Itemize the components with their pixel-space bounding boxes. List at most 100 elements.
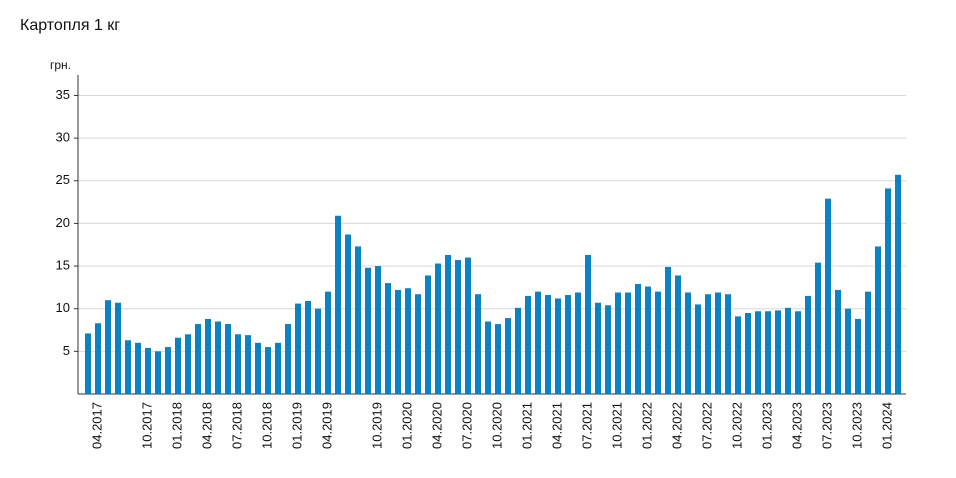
bar — [355, 246, 361, 394]
bar — [715, 292, 721, 394]
bar — [795, 311, 801, 394]
bar — [315, 308, 321, 394]
x-tick-label: 10.2023 — [849, 402, 864, 449]
bar — [615, 292, 621, 394]
x-tick-label: 04.2019 — [319, 402, 334, 449]
y-tick-label: 20 — [56, 215, 70, 230]
bar — [195, 324, 201, 394]
bar — [225, 324, 231, 394]
bar — [865, 291, 871, 394]
bar — [665, 266, 671, 394]
bar — [695, 304, 701, 394]
bar — [85, 333, 91, 394]
bar — [605, 305, 611, 394]
bar — [565, 295, 571, 394]
bar — [855, 318, 861, 394]
x-tick-label: 10.2021 — [609, 402, 624, 449]
y-tick-label: 25 — [56, 172, 70, 187]
bar — [845, 308, 851, 394]
bar — [165, 347, 171, 394]
x-tick-label: 01.2024 — [879, 402, 894, 449]
bar — [625, 292, 631, 394]
bar — [785, 307, 791, 394]
bar — [835, 289, 841, 394]
bar — [175, 337, 181, 394]
bar — [635, 283, 641, 394]
bar — [435, 263, 441, 394]
bar — [415, 294, 421, 394]
y-axis-label: грн. — [50, 58, 71, 72]
bar — [375, 266, 381, 394]
y-tick-label: 30 — [56, 130, 70, 145]
x-tick-label: 01.2021 — [519, 402, 534, 449]
bar — [815, 262, 821, 394]
bar — [205, 318, 211, 394]
bar — [215, 321, 221, 394]
bar — [445, 254, 451, 394]
bar — [555, 298, 561, 394]
bar — [155, 351, 161, 394]
bar — [395, 289, 401, 394]
bar — [895, 174, 901, 394]
bar — [255, 342, 261, 394]
y-tick-label: 5 — [63, 343, 70, 358]
x-tick-label: 04.2022 — [669, 402, 684, 449]
x-tick-label: 01.2023 — [759, 402, 774, 449]
bar — [265, 347, 271, 394]
bar — [775, 310, 781, 394]
bar — [305, 301, 311, 394]
y-tick-label: 10 — [56, 300, 70, 315]
bar — [105, 300, 111, 394]
x-tick-label: 10.2019 — [369, 402, 384, 449]
x-tick-label: 07.2021 — [579, 402, 594, 449]
bar — [745, 312, 751, 394]
bar — [125, 340, 131, 394]
bar — [475, 294, 481, 394]
bar — [755, 311, 761, 394]
bar — [725, 294, 731, 394]
x-tick-label: 07.2020 — [459, 402, 474, 449]
bar — [495, 324, 501, 394]
bar — [685, 292, 691, 394]
bar — [515, 307, 521, 394]
bar — [655, 291, 661, 394]
bar — [185, 334, 191, 394]
bar — [875, 246, 881, 394]
bar — [595, 302, 601, 394]
x-tick-label: 04.2023 — [789, 402, 804, 449]
x-tick-label: 07.2022 — [699, 402, 714, 449]
bar — [425, 275, 431, 394]
x-tick-label: 07.2018 — [229, 402, 244, 449]
x-tick-label: 01.2018 — [169, 402, 184, 449]
bar — [645, 286, 651, 394]
x-tick-label: 07.2023 — [819, 402, 834, 449]
x-tick-label: 04.2018 — [199, 402, 214, 449]
x-tick-label: 04.2017 — [89, 402, 104, 449]
bar — [235, 334, 241, 394]
bar — [705, 294, 711, 394]
x-tick-label: 01.2022 — [639, 402, 654, 449]
bar — [405, 288, 411, 394]
bar — [95, 323, 101, 394]
bar — [525, 295, 531, 394]
bar — [765, 311, 771, 394]
x-tick-label: 01.2020 — [399, 402, 414, 449]
bar — [575, 292, 581, 394]
bar — [295, 303, 301, 394]
bar — [675, 275, 681, 394]
x-tick-label: 04.2020 — [429, 402, 444, 449]
y-tick-label: 35 — [56, 87, 70, 102]
bar — [145, 347, 151, 394]
chart-title: Картопля 1 кг — [20, 17, 120, 34]
bar — [545, 295, 551, 394]
x-tick-label: 10.2022 — [729, 402, 744, 449]
bar — [365, 267, 371, 394]
x-tick-label: 10.2020 — [489, 402, 504, 449]
x-tick-label: 10.2017 — [139, 402, 154, 449]
x-tick-label: 10.2018 — [259, 402, 274, 449]
bar — [505, 318, 511, 394]
bar — [345, 234, 351, 394]
bar — [385, 283, 391, 394]
bar — [535, 291, 541, 394]
